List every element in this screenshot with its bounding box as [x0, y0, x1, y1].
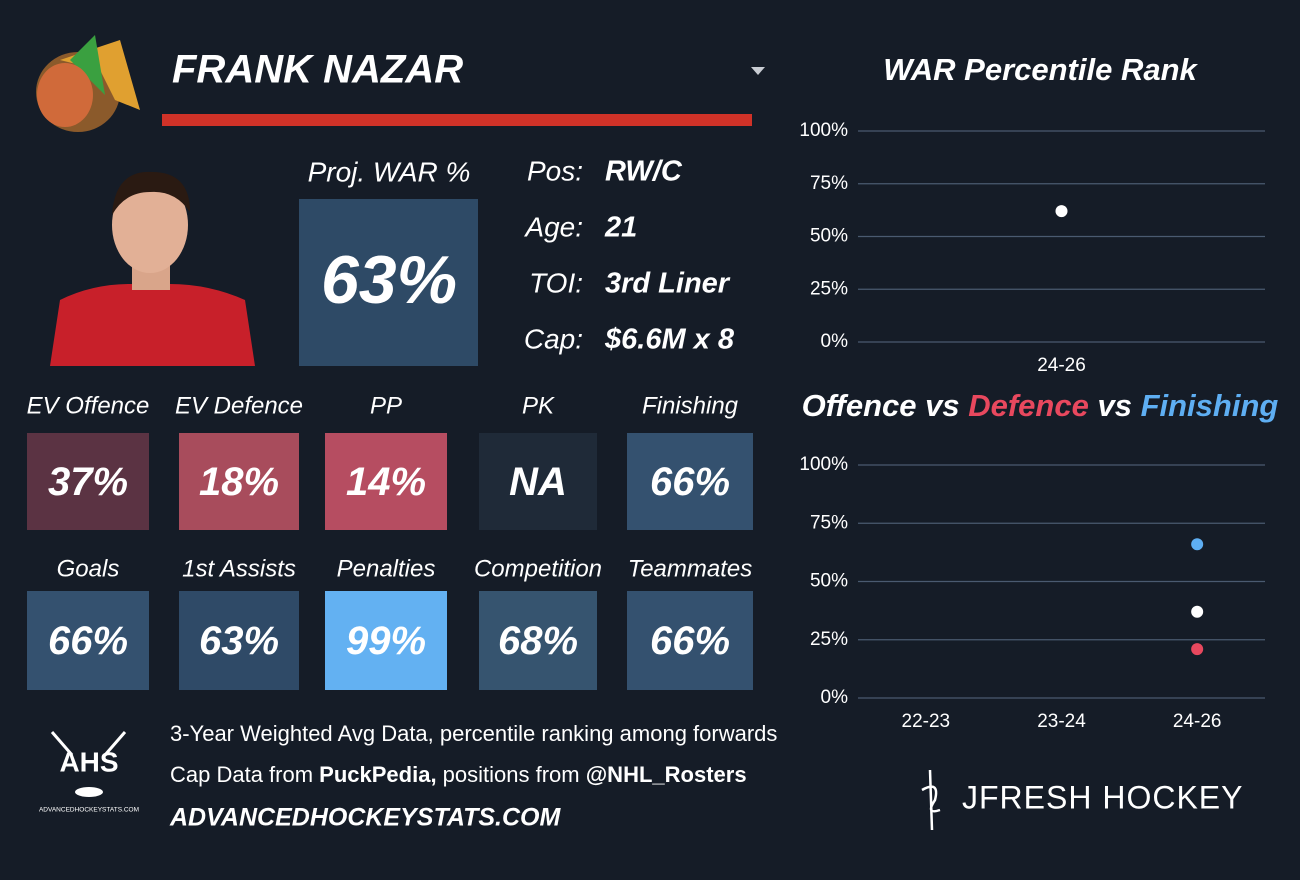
footer-note: 3-Year Weighted Avg Data, percentile ran…	[170, 721, 777, 746]
ahs-logo: AHS ADVANCEDHOCKEYSTATS.COM	[39, 731, 139, 814]
tile-label: Competition	[474, 555, 602, 582]
tile	[325, 591, 447, 690]
info-label: TOI:	[529, 267, 583, 298]
accent-bar	[162, 114, 752, 126]
point	[1191, 643, 1204, 656]
tile-label: EV Offence	[27, 392, 150, 419]
tile-value: 18%	[199, 460, 279, 504]
info-label: Cap:	[524, 323, 583, 354]
chart-title: Offence vs Defence vs Finishing	[802, 388, 1279, 423]
info-list: Pos: RW/C Age: 21 TOI: 3rd Liner Cap: $6.6M x 8	[523, 155, 734, 355]
tile	[27, 433, 149, 530]
point	[1191, 605, 1204, 618]
x-tick-label: 24-26	[1173, 711, 1222, 732]
tile-label: EV Defence	[175, 392, 303, 419]
brand: JFRESH HOCKEY	[962, 779, 1243, 815]
proj-war-value: 63%	[321, 242, 457, 318]
title-series: Offence	[802, 388, 917, 423]
tile-value: 66%	[48, 619, 128, 663]
tile	[627, 591, 753, 690]
tiles: EV Offence 37% EV Defence 18% PP 14% PK NA Finis…	[27, 392, 753, 690]
x-tick-label: 23-24	[1037, 711, 1086, 732]
dropdown-arrow[interactable]	[751, 67, 765, 75]
info-label: Pos:	[527, 155, 583, 186]
charts: WAR Percentile Rank 0% 25% 50% 75% 100% 24-26 O…	[799, 52, 1278, 732]
tile-label: Goals	[57, 555, 120, 582]
info-value: $6.6M x 8	[604, 324, 735, 356]
tile-label: Teammates	[628, 555, 753, 582]
tile-value: 37%	[48, 460, 128, 504]
jfresh-logo	[921, 769, 941, 831]
footer-text: positions from	[437, 762, 586, 787]
player-photo	[50, 171, 255, 366]
tile-value: 66%	[650, 460, 730, 504]
footer-sources: Cap Data from PuckPedia, positions from …	[170, 762, 747, 787]
tile	[179, 591, 299, 690]
y-tick-label: 100%	[799, 120, 848, 141]
x-tick-label: 24-26	[1037, 355, 1086, 376]
y-tick-label: 50%	[810, 571, 848, 592]
tile-value: NA	[509, 460, 567, 504]
proj-war-label: Proj. WAR %	[308, 156, 471, 187]
info-value: RW/C	[605, 156, 683, 188]
y-tick-label: 100%	[799, 454, 848, 475]
player-name: FRANK NAZAR	[172, 48, 463, 92]
y-tick-label: 0%	[821, 331, 849, 352]
footer-source[interactable]: PuckPedia,	[319, 762, 436, 787]
title-series: Defence	[968, 388, 1089, 423]
info-value: 3rd Liner	[605, 268, 731, 300]
y-tick-label: 25%	[810, 278, 848, 299]
ahs-logo-sub: ADVANCEDHOCKEYSTATS.COM	[39, 807, 139, 814]
footer-source[interactable]: @NHL_Rosters	[586, 762, 747, 787]
footer-site[interactable]: ADVANCEDHOCKEYSTATS.COM	[169, 804, 561, 832]
point	[1055, 205, 1068, 218]
tile	[27, 591, 149, 690]
tile	[479, 433, 597, 530]
x-tick-label: 22-23	[902, 711, 951, 732]
proj-war-box	[299, 199, 478, 366]
tile-label: 1st Assists	[182, 555, 296, 582]
tile-label: PP	[370, 392, 402, 419]
y-tick-label: 25%	[810, 629, 848, 650]
tile-value: 66%	[650, 619, 730, 663]
y-tick-label: 75%	[810, 512, 848, 533]
title-joiner: vs	[917, 388, 969, 423]
y-tick-label: 0%	[821, 687, 849, 708]
tile-label: PK	[522, 392, 555, 419]
title-joiner: vs	[1089, 388, 1141, 423]
title-series: Finishing	[1141, 388, 1279, 423]
tile	[479, 591, 597, 690]
tile	[179, 433, 299, 530]
chart-title: WAR Percentile Rank	[883, 52, 1198, 87]
ahs-logo-text: AHS	[59, 746, 118, 777]
tile	[325, 433, 447, 530]
y-tick-label: 50%	[810, 226, 848, 247]
tile-value: 14%	[346, 460, 426, 504]
tile-value: 68%	[498, 619, 578, 663]
team-logo	[36, 35, 140, 132]
tile	[627, 433, 753, 530]
info-label: Age:	[523, 211, 583, 242]
info-value: 21	[604, 212, 637, 244]
tile-label: Penalties	[337, 555, 436, 582]
tile-value: 63%	[199, 619, 279, 663]
footer-text: Cap Data from	[170, 762, 319, 787]
tile-label: Finishing	[642, 392, 739, 419]
point	[1191, 538, 1204, 551]
tile-value: 99%	[346, 619, 426, 663]
y-tick-label: 75%	[810, 173, 848, 194]
